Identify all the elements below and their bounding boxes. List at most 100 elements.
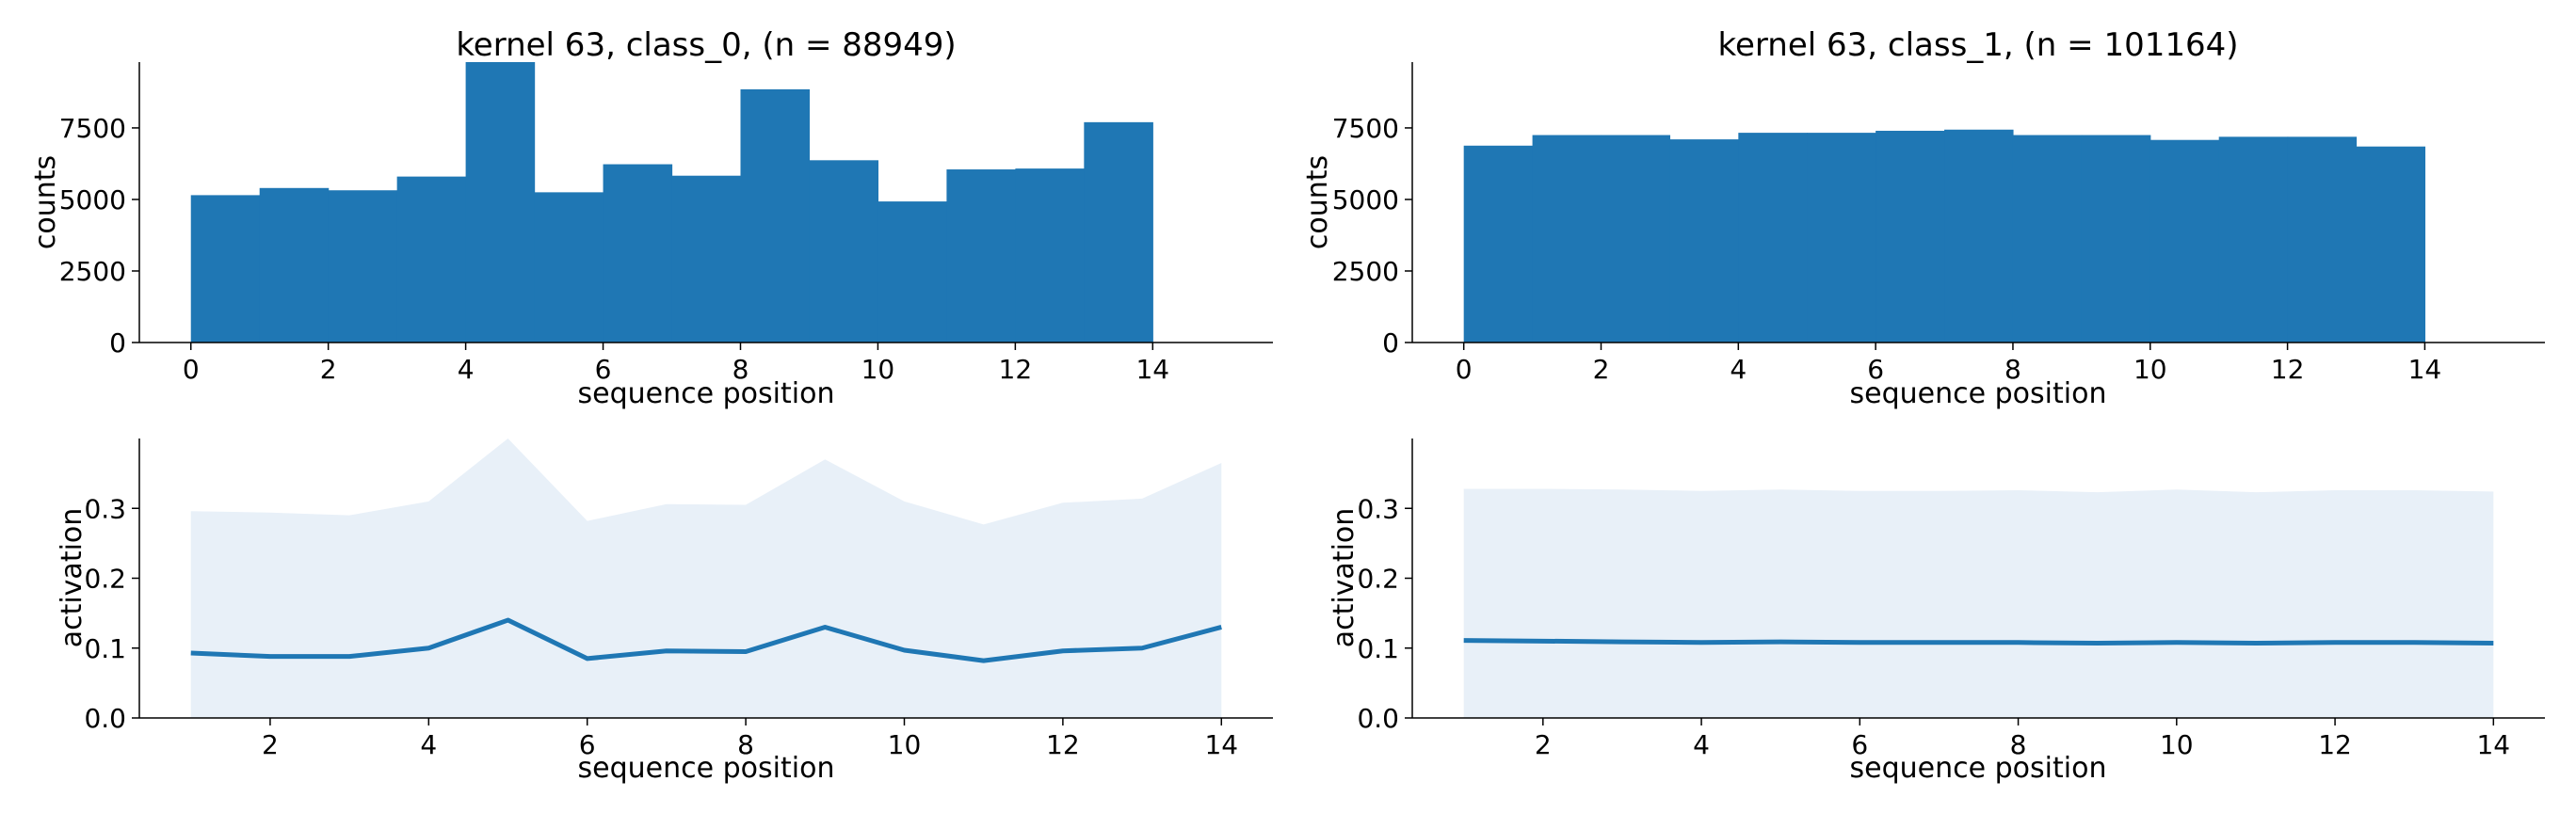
x-tick-label: 6: [579, 729, 596, 760]
bar: [1532, 135, 1602, 343]
x-tick-label: 8: [733, 354, 749, 385]
x-tick-label: 2: [262, 729, 279, 760]
bar: [809, 160, 879, 343]
x-tick-label: 14: [1204, 729, 1238, 760]
activation-class0: [190, 438, 1222, 718]
y-tick-label: 0.0: [1357, 703, 1399, 734]
bar: [2081, 135, 2151, 343]
x-tick-label: 10: [861, 354, 895, 385]
bar: [603, 164, 673, 343]
subplot-class0-counts: kernel 63, class_0, (n = 88949) 0 2 4 6 8 10 1…: [29, 26, 1273, 410]
y-tick-label: 5000: [1332, 184, 1399, 215]
bar: [259, 187, 330, 343]
x-tick-label: 2: [1593, 354, 1610, 385]
x-tick-label: 6: [1851, 729, 1868, 760]
bar: [1084, 121, 1153, 343]
activation-band: [1463, 488, 2494, 718]
bar: [1944, 129, 2014, 343]
x-tick-label: 4: [420, 729, 437, 760]
y-tick-label: 2500: [59, 256, 126, 287]
x-tick-label: 10: [888, 729, 922, 760]
subplot-class0-activation: 2 4 6 8 10 12 14 0.0 0.1 0.2 0.3 sequence position…: [56, 438, 1273, 785]
y-tick-label: 2500: [1332, 256, 1399, 287]
x-axis-label: sequence position: [1850, 752, 2107, 785]
bar: [877, 201, 947, 343]
y-tick-label: 7500: [59, 113, 126, 144]
x-tick-label: 8: [2004, 354, 2021, 385]
x-tick-label: 14: [2476, 729, 2510, 760]
bar: [190, 195, 261, 343]
bar: [2356, 146, 2426, 343]
x-axis-label: sequence position: [578, 752, 835, 785]
subplot-class1-activation: 2 4 6 8 10 12 14 0.0 0.1 0.2 0.3 sequence position…: [1328, 438, 2545, 785]
x-tick-label: 12: [2318, 729, 2352, 760]
mean-activation-line: [1463, 638, 2494, 646]
x-axis-label: sequence position: [578, 377, 835, 410]
x-tick-label: 4: [1693, 729, 1710, 760]
x-tick-label: 10: [2160, 729, 2194, 760]
bar: [1463, 145, 1534, 343]
bars-class1: [1463, 129, 2426, 343]
bar: [1807, 133, 1876, 343]
x-tick-label: 0: [1456, 354, 1473, 385]
bar: [1738, 133, 1808, 343]
subplot-class1-counts: kernel 63, class_1, (n = 101164) 0 2 4 6 8 10…: [1301, 26, 2545, 410]
bar: [534, 192, 604, 343]
bar: [2012, 135, 2083, 343]
y-tick-label: 5000: [59, 184, 126, 215]
bar: [2218, 136, 2289, 343]
x-tick-label: 8: [2010, 729, 2027, 760]
bar: [396, 176, 467, 343]
x-tick-label: 2: [1535, 729, 1552, 760]
y-tick-label: 0.0: [84, 703, 126, 734]
y-axis-label: activation: [56, 508, 89, 648]
y-tick-label: 0.3: [1357, 493, 1399, 524]
x-tick-label: 0: [183, 354, 200, 385]
x-tick-label: 12: [999, 354, 1033, 385]
x-tick-label: 4: [1730, 354, 1747, 385]
y-axis-label: counts: [29, 155, 62, 249]
y-tick-label: 0: [1382, 327, 1399, 359]
bar: [465, 62, 536, 343]
x-tick-label: 8: [737, 729, 754, 760]
ticks-class1-counts: 0 2 4 6 8 10 12 14 0 2500 5000 7500: [1332, 113, 2441, 385]
chart-title-class1: kernel 63, class_1, (n = 101164): [1718, 26, 2239, 64]
y-axis-label: activation: [1328, 508, 1360, 648]
bar: [2287, 136, 2358, 343]
x-tick-label: 14: [1135, 354, 1169, 385]
y-tick-label: 7500: [1332, 113, 1399, 144]
y-tick-label: 0.1: [1357, 633, 1399, 664]
bar: [1015, 168, 1085, 343]
x-tick-label: 4: [458, 354, 475, 385]
bar: [1601, 135, 1671, 343]
chart-title-class0: kernel 63, class_0, (n = 88949): [456, 26, 956, 64]
y-tick-label: 0.1: [84, 633, 126, 664]
bar: [1669, 139, 1739, 343]
x-tick-label: 12: [2271, 354, 2305, 385]
y-tick-label: 0.2: [84, 564, 126, 595]
mean-activation-line: [190, 617, 1222, 663]
bar: [740, 88, 811, 343]
bar: [946, 169, 1016, 343]
bar: [1876, 130, 1945, 343]
x-tick-label: 6: [1867, 354, 1884, 385]
bar: [328, 190, 398, 343]
x-axis-label: sequence position: [1850, 377, 2107, 410]
y-tick-label: 0.3: [84, 493, 126, 524]
x-tick-label: 12: [1046, 729, 1080, 760]
activation-class1: [1463, 488, 2494, 718]
bar: [2149, 139, 2220, 343]
bars-class0: [190, 62, 1153, 343]
x-tick-label: 14: [2408, 354, 2442, 385]
y-tick-label: 0: [109, 327, 126, 359]
bar: [671, 175, 742, 343]
ticks-class1-activation: 2 4 6 8 10 12 14 0.0 0.1 0.2 0.3: [1357, 493, 2510, 760]
activation-band: [190, 438, 1222, 718]
ticks-class0-activation: 2 4 6 8 10 12 14 0.0 0.1 0.2 0.3: [84, 493, 1238, 760]
x-tick-label: 6: [595, 354, 612, 385]
y-tick-label: 0.2: [1357, 564, 1399, 595]
ticks-class0-counts: 0 2 4 6 8 10 12 14 0 2500 5000 7500: [59, 113, 1169, 385]
x-tick-label: 10: [2133, 354, 2167, 385]
y-axis-label: counts: [1301, 155, 1334, 249]
